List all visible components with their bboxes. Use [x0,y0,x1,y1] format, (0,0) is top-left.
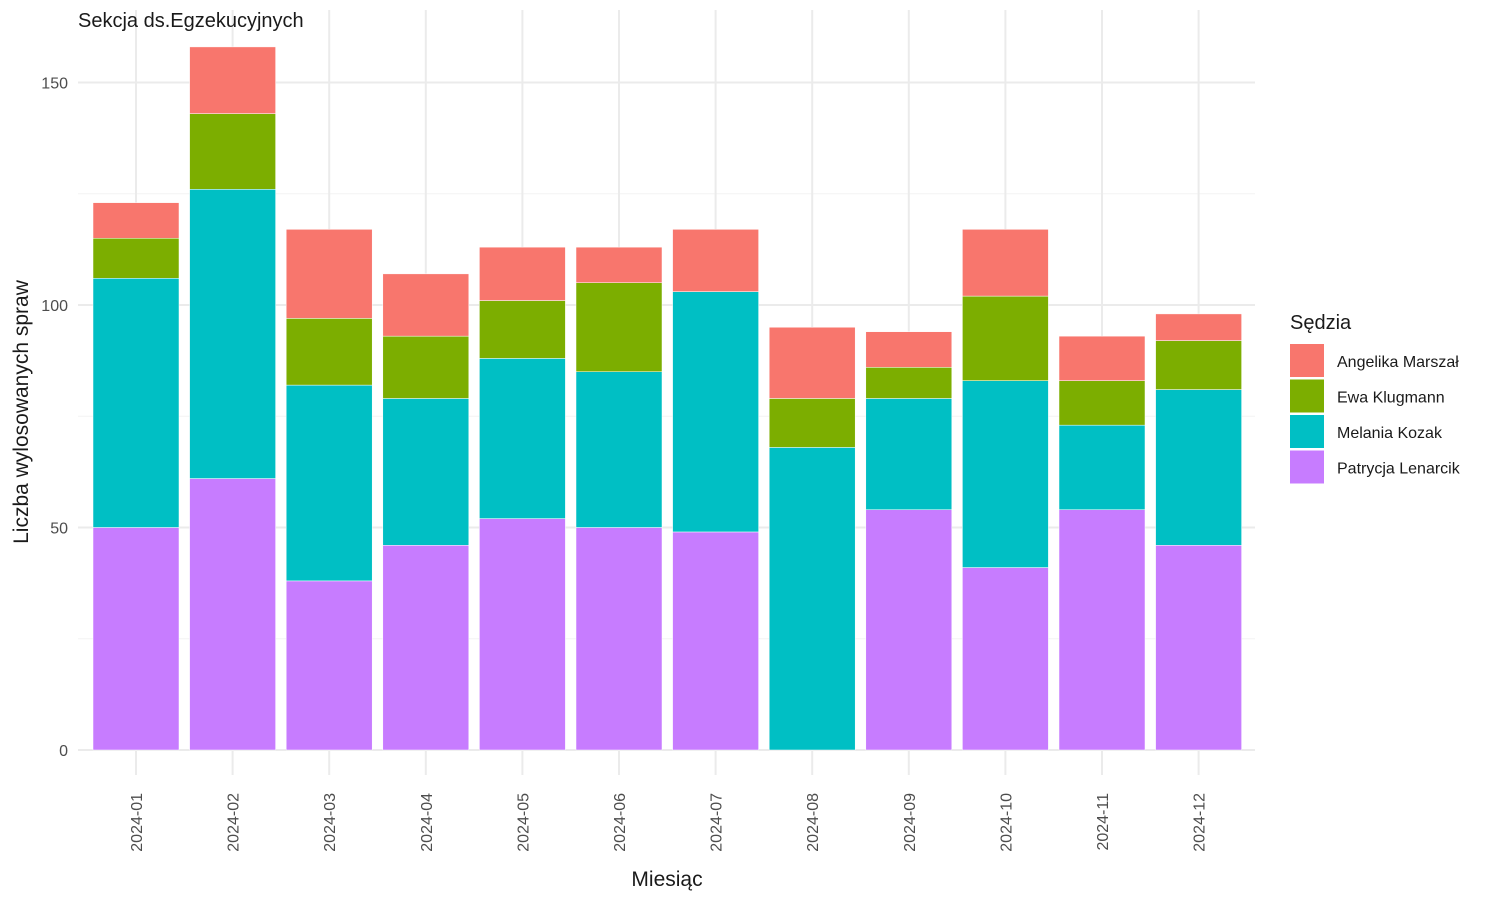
x-tick-label: 2024-07 [709,793,726,852]
y-tick-label: 100 [41,298,68,315]
x-tick-label: 2024-12 [1192,793,1209,852]
bar-segment [1058,424,1146,510]
bar-segment [479,518,566,751]
bar-segment [285,318,373,386]
bar-segment [962,295,1049,381]
x-tick-label: 2024-01 [129,793,146,852]
x-tick-label: 2024-09 [902,793,919,852]
bar-segment [575,282,663,372]
bar-segment [382,545,470,751]
bar-segment [189,478,276,751]
bar-segment [1155,389,1242,546]
x-axis: 2024-01 2024-02 2024-03 2024-04 2024-05 2024-… [129,793,1209,852]
legend: Sędzia Angelika Marszał Ewa Klugmann Melan… [1290,312,1461,484]
bar-segment [865,367,953,399]
bar-segment [1155,340,1242,390]
legend-swatch [1290,379,1324,413]
bar-segment [285,580,373,751]
y-tick-label: 50 [50,521,68,538]
x-axis-title: Miesiąc [631,868,702,891]
legend-swatch [1290,344,1324,377]
y-tick-label: 150 [41,76,68,93]
bar-segment [1058,509,1146,751]
bar-segment [575,527,663,751]
bar-segment [382,398,470,546]
bar-segment [285,384,373,582]
bar-segment [382,273,470,337]
bar-segment [962,229,1049,297]
x-tick-label: 2024-06 [612,793,629,852]
bar-segment [865,331,953,368]
bar-segment [189,113,276,190]
bar-segment [672,229,759,292]
bar-segment [575,246,663,283]
bar-segment [962,380,1049,568]
legend-label: Angelika Marszał [1337,354,1459,371]
bar-segment [189,46,276,114]
bar-segment [865,398,953,510]
bar-segment [382,335,470,399]
x-tick-label: 2024-03 [322,793,339,852]
legend-swatch [1290,415,1324,448]
bar-segment [1155,313,1242,341]
bar-segment [1155,545,1242,751]
bar-segment [672,531,759,751]
bar-segment [92,202,180,239]
bar-segment [479,246,566,301]
bar-segment [1058,335,1146,381]
x-tick-label: 2024-02 [226,793,243,852]
bar-segment [672,291,759,533]
legend-swatch [1290,450,1324,484]
bar-segment [479,358,566,519]
bar-segment [479,300,566,359]
bar-segment [768,447,856,751]
bars [92,46,1242,751]
legend-label: Melania Kozak [1337,425,1443,442]
x-tick-label: 2024-08 [805,793,822,852]
bar-segment [768,327,856,399]
y-axis: 0 50 100 150 [41,76,68,761]
x-tick-label: 2024-05 [515,793,532,852]
y-tick-label: 0 [59,743,68,760]
bar-segment [189,189,276,479]
legend-label: Patrycja Lenarcik [1337,461,1461,478]
y-axis-title: Liczba wylosowanych spraw [10,279,33,544]
legend-label: Ewa Klugmann [1337,390,1445,407]
bar-segment [92,527,180,751]
x-tick-label: 2024-10 [998,793,1015,852]
bar-segment [92,238,180,279]
bar-segment [575,371,663,528]
x-tick-label: 2024-11 [1095,793,1112,851]
bar-segment [1058,380,1146,426]
legend-title: Sędzia [1290,312,1352,334]
bar-segment [285,229,373,319]
bar-segment [92,278,180,528]
x-tick-label: 2024-04 [419,793,436,852]
bar-segment [768,398,856,448]
bar-segment [865,509,953,751]
chart-title: Sekcja ds.Egzekucyjnych [78,10,304,32]
bar-segment [962,567,1049,751]
